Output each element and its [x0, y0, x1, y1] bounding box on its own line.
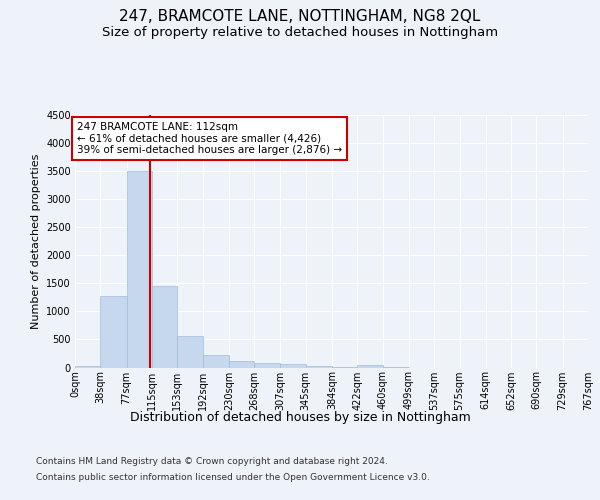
Text: 247 BRAMCOTE LANE: 112sqm
← 61% of detached houses are smaller (4,426)
39% of se: 247 BRAMCOTE LANE: 112sqm ← 61% of detac… — [77, 122, 342, 155]
Bar — [306, 366, 332, 368]
Bar — [229, 362, 254, 368]
Bar — [100, 296, 127, 368]
Text: 247, BRAMCOTE LANE, NOTTINGHAM, NG8 2QL: 247, BRAMCOTE LANE, NOTTINGHAM, NG8 2QL — [119, 9, 481, 24]
Bar — [203, 354, 229, 368]
Bar — [357, 364, 383, 368]
Text: Contains public sector information licensed under the Open Government Licence v3: Contains public sector information licen… — [36, 472, 430, 482]
Text: Size of property relative to detached houses in Nottingham: Size of property relative to detached ho… — [102, 26, 498, 39]
Bar — [152, 286, 178, 368]
Bar — [127, 171, 152, 368]
Bar — [383, 366, 409, 368]
Bar — [254, 363, 280, 368]
Bar — [280, 364, 306, 368]
Y-axis label: Number of detached properties: Number of detached properties — [31, 154, 41, 329]
Text: Contains HM Land Registry data © Crown copyright and database right 2024.: Contains HM Land Registry data © Crown c… — [36, 458, 388, 466]
Bar — [75, 366, 100, 368]
Bar — [332, 366, 357, 368]
Bar — [178, 336, 203, 368]
Text: Distribution of detached houses by size in Nottingham: Distribution of detached houses by size … — [130, 411, 470, 424]
